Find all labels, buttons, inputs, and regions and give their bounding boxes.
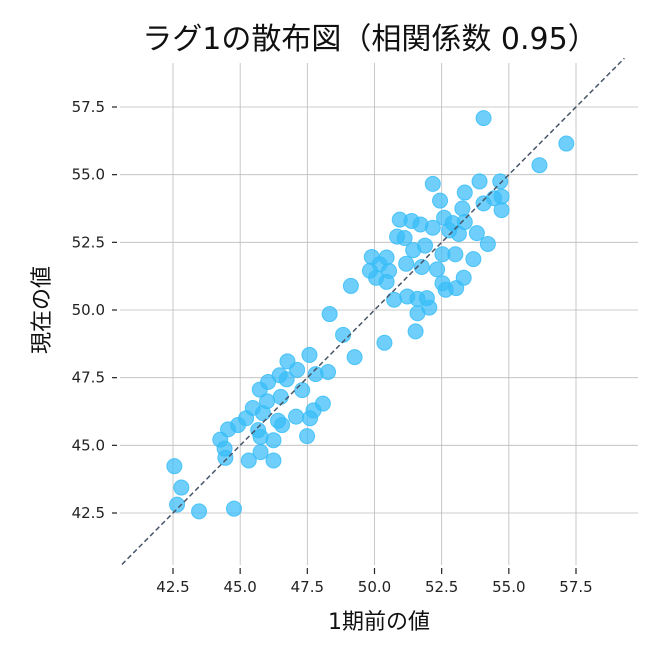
- x-tick-label: 57.5: [559, 578, 592, 596]
- x-tick-label: 50.0: [358, 578, 391, 596]
- data-point: [289, 361, 306, 378]
- data-point: [265, 432, 282, 449]
- data-point: [558, 135, 575, 152]
- data-point: [409, 305, 426, 322]
- data-point: [321, 306, 338, 323]
- x-tick-label: 45.0: [223, 578, 256, 596]
- y-tick-label: 52.5: [72, 233, 105, 251]
- x-tick-label: 52.5: [425, 578, 458, 596]
- data-point: [493, 188, 510, 205]
- data-point: [274, 417, 291, 434]
- data-point: [378, 273, 395, 290]
- data-point: [493, 202, 510, 219]
- data-point: [455, 269, 472, 286]
- data-point: [424, 219, 441, 236]
- data-point: [386, 291, 403, 308]
- x-tick-label: 55.0: [492, 578, 525, 596]
- y-tick-label: 47.5: [72, 369, 105, 387]
- data-point: [173, 479, 190, 496]
- data-point: [346, 349, 363, 366]
- data-point: [456, 184, 473, 201]
- data-point: [413, 258, 430, 275]
- data-point: [471, 173, 488, 190]
- data-point: [417, 237, 434, 254]
- data-point: [252, 444, 269, 461]
- data-point: [294, 382, 311, 399]
- data-point: [398, 255, 415, 272]
- y-equals-x-line: [121, 57, 625, 565]
- data-point: [432, 192, 449, 209]
- data-point: [320, 363, 337, 380]
- data-points: [166, 110, 575, 520]
- data-point: [454, 200, 471, 217]
- data-point: [475, 110, 492, 127]
- x-tick-label: 47.5: [291, 578, 324, 596]
- x-axis-label: 1期前の値: [328, 610, 430, 635]
- data-point: [531, 157, 548, 174]
- data-point: [492, 173, 509, 190]
- data-point: [251, 381, 268, 398]
- data-point: [479, 235, 496, 252]
- data-point: [396, 230, 413, 247]
- reference-line: [121, 57, 625, 565]
- data-point: [437, 281, 454, 298]
- data-point: [335, 326, 352, 343]
- data-point: [407, 323, 424, 340]
- data-point: [169, 496, 186, 513]
- data-point: [240, 452, 257, 469]
- data-point: [468, 225, 485, 242]
- x-tick-label: 42.5: [156, 578, 189, 596]
- data-point: [342, 277, 359, 294]
- data-point: [447, 246, 464, 263]
- data-point: [265, 452, 282, 469]
- data-point: [288, 408, 305, 425]
- y-tick-label: 50.0: [72, 301, 105, 319]
- chart-title: ラグ1の散布図（相関係数 0.95）: [142, 22, 598, 57]
- data-point: [166, 458, 183, 475]
- data-point: [278, 371, 295, 388]
- data-point: [450, 225, 467, 242]
- data-point: [217, 449, 234, 466]
- data-point: [225, 500, 242, 517]
- axis-ticks: 42.5 45.0 47.5 50.0 52.5 55.0 57.5 42.5 45.0 47.5…: [72, 98, 593, 596]
- data-point: [255, 405, 272, 422]
- data-point: [301, 346, 318, 363]
- grid-lines: [120, 63, 638, 565]
- data-point: [302, 410, 319, 427]
- data-point: [191, 503, 208, 520]
- y-tick-label: 42.5: [72, 504, 105, 522]
- data-point: [272, 388, 289, 405]
- data-point: [424, 175, 441, 192]
- y-tick-label: 55.0: [72, 166, 105, 184]
- y-tick-label: 57.5: [72, 98, 105, 116]
- y-tick-label: 45.0: [72, 436, 105, 454]
- data-point: [429, 261, 446, 278]
- data-point: [299, 428, 316, 445]
- data-point: [376, 334, 393, 351]
- data-point: [465, 251, 482, 268]
